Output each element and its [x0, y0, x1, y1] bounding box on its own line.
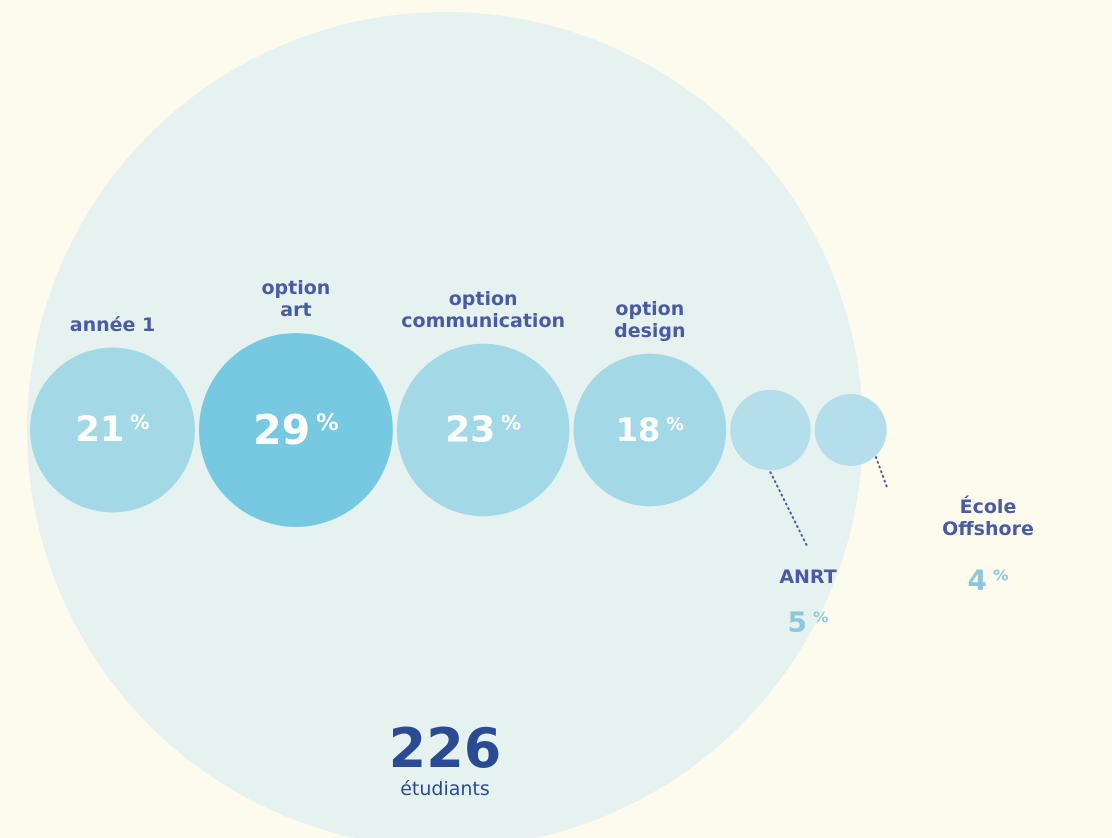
- bubble: [814, 394, 887, 466]
- bubble: [573, 353, 727, 507]
- value-unit: %: [993, 566, 1009, 585]
- bubble-label: année 1: [69, 313, 156, 336]
- bubble-value: 23%: [445, 410, 521, 451]
- bubble-value: 18%: [616, 411, 684, 449]
- bubble: [730, 389, 811, 471]
- value-unit: %: [501, 411, 522, 435]
- value-number: 4: [967, 563, 988, 597]
- value-number: 21: [75, 410, 125, 450]
- leader-line: [874, 456, 889, 491]
- value-number: 18: [615, 411, 661, 449]
- value-unit: %: [130, 411, 150, 435]
- value-unit: %: [666, 415, 684, 436]
- bubble-value: 4%: [968, 564, 1009, 597]
- leader-line: [769, 471, 809, 549]
- bubble-value: 29%: [253, 406, 339, 454]
- value-number: 5: [787, 605, 808, 639]
- bubble-label: option art: [261, 277, 331, 322]
- bubble-label: option communication: [401, 287, 566, 332]
- value-number: 29: [253, 406, 311, 454]
- bubble: [396, 343, 570, 517]
- value-unit: %: [316, 410, 339, 437]
- bubble-label: ANRT: [779, 566, 837, 588]
- total-label: étudiants: [400, 778, 490, 800]
- total: 226 étudiants: [388, 717, 502, 801]
- value-unit: %: [813, 608, 829, 627]
- total-value: 226: [388, 717, 502, 780]
- bubble: [30, 347, 195, 513]
- bubble-label: option design: [614, 297, 686, 342]
- value-number: 23: [445, 409, 496, 451]
- bubble-value: 5%: [788, 606, 829, 639]
- bubble-label: École Offshore: [942, 496, 1034, 540]
- bubble: [198, 333, 393, 527]
- bubble-value: 21%: [75, 410, 149, 450]
